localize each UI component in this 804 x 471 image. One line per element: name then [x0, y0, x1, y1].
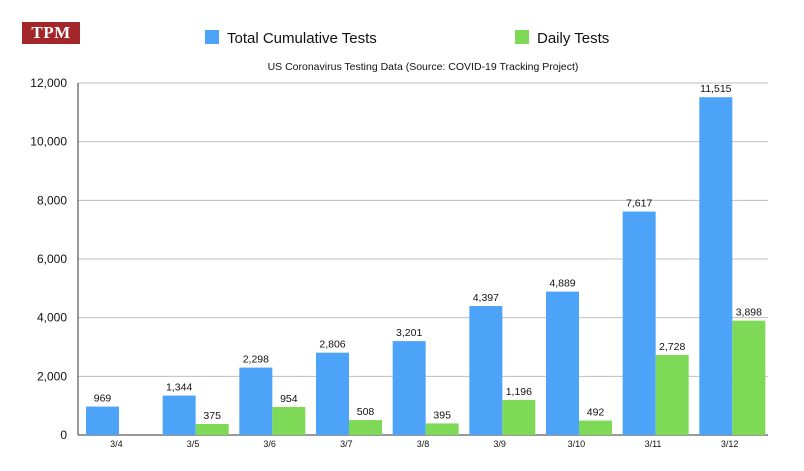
data-label: 954: [280, 393, 298, 405]
y-tick-label: 0: [60, 428, 67, 442]
bar-daily: [732, 320, 766, 435]
bar-total: [469, 306, 503, 435]
bar-daily: [195, 424, 229, 435]
legend-swatch-1: [515, 30, 529, 44]
bar-daily: [579, 420, 612, 435]
x-tick-label: 3/6: [263, 439, 276, 449]
x-tick-label: 3/10: [568, 439, 586, 449]
bar-daily: [425, 423, 459, 435]
data-label: 508: [357, 406, 375, 418]
bar-daily: [655, 354, 689, 435]
legend-label-1: Daily Tests: [537, 30, 609, 47]
bar-daily: [349, 420, 382, 435]
x-tick-label: 3/9: [493, 439, 506, 449]
data-label: 492: [587, 407, 605, 419]
data-label: 1,344: [166, 382, 192, 394]
bar-total: [162, 395, 196, 435]
data-label: 969: [94, 393, 112, 405]
y-tick-label: 4,000: [37, 311, 67, 325]
x-tick-label: 3/7: [340, 439, 353, 449]
bar-total: [622, 211, 656, 435]
x-tick-label: 3/12: [721, 439, 739, 449]
y-tick-label: 12,000: [30, 76, 67, 90]
data-label: 3,898: [736, 307, 762, 319]
bar-total: [239, 367, 273, 435]
data-label: 2,806: [319, 339, 345, 351]
x-tick-label: 3/8: [417, 439, 430, 449]
chart-title: US Coronavirus Testing Data (Source: COV…: [268, 61, 579, 73]
data-label: 4,889: [549, 278, 575, 290]
bar-daily: [502, 399, 536, 435]
y-tick-label: 10,000: [30, 135, 67, 149]
legend-label-0: Total Cumulative Tests: [227, 30, 377, 47]
y-tick-label: 6,000: [37, 252, 67, 266]
bar-total: [86, 406, 119, 435]
bar-total: [546, 291, 579, 435]
x-tick-label: 3/4: [110, 439, 123, 449]
data-label: 2,728: [659, 341, 685, 353]
data-label: 1,196: [506, 386, 532, 398]
x-tick-label: 3/5: [187, 439, 200, 449]
data-label: 3,201: [396, 327, 422, 339]
bar-total: [392, 341, 426, 435]
data-label: 4,397: [473, 292, 499, 304]
x-tick-label: 3/11: [645, 439, 662, 449]
y-tick-label: 2,000: [37, 369, 67, 383]
bar-total: [316, 352, 349, 435]
data-label: 395: [433, 409, 451, 421]
bar-daily: [272, 407, 306, 435]
legend-swatch-0: [205, 30, 219, 44]
data-label: 375: [203, 410, 221, 422]
data-label: 11,515: [700, 83, 731, 95]
data-label: 2,298: [243, 354, 269, 366]
bar-total: [699, 97, 733, 435]
y-tick-label: 8,000: [37, 193, 67, 207]
tpm-logo: TPM: [22, 22, 80, 44]
data-label: 7,617: [626, 198, 652, 210]
